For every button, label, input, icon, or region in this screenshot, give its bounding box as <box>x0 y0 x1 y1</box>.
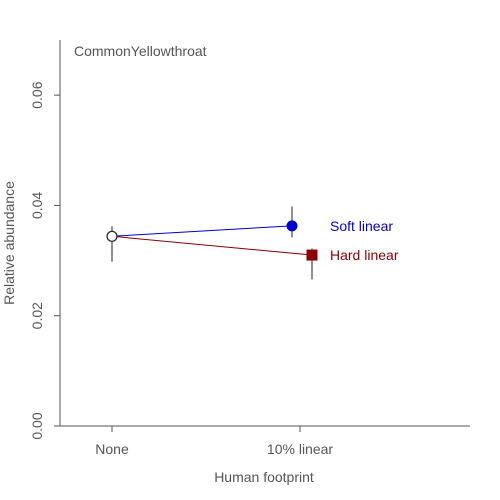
axes <box>59 40 470 427</box>
data-point <box>306 249 318 261</box>
y-ticks: 0.00 0.02 0.04 0.06 <box>29 81 60 440</box>
baseline-point <box>106 230 118 242</box>
series-layer: Soft linear Hard linear <box>106 206 399 280</box>
series-label: Hard linear <box>330 247 399 263</box>
x-ticks: None 10% linear <box>95 426 333 457</box>
x-axis-label: Human footprint <box>214 469 314 485</box>
y-tick-label: 0.02 <box>29 302 45 329</box>
series-line <box>111 225 293 237</box>
y-axis-label: Relative abundance <box>1 181 17 305</box>
series-label: Soft linear <box>330 218 393 234</box>
series-hard-linear: Hard linear <box>111 235 399 280</box>
y-tick-label: 0.04 <box>29 192 45 219</box>
data-point <box>286 220 298 232</box>
y-tick-label: 0.06 <box>29 81 45 108</box>
series-line <box>111 235 313 256</box>
series-soft-linear: Soft linear <box>111 206 393 238</box>
y-tick-label: 0.00 <box>29 412 45 439</box>
x-tick-label: None <box>95 441 129 457</box>
x-tick-label: 10% linear <box>267 441 333 457</box>
chart-title: CommonYellowthroat <box>74 43 207 59</box>
